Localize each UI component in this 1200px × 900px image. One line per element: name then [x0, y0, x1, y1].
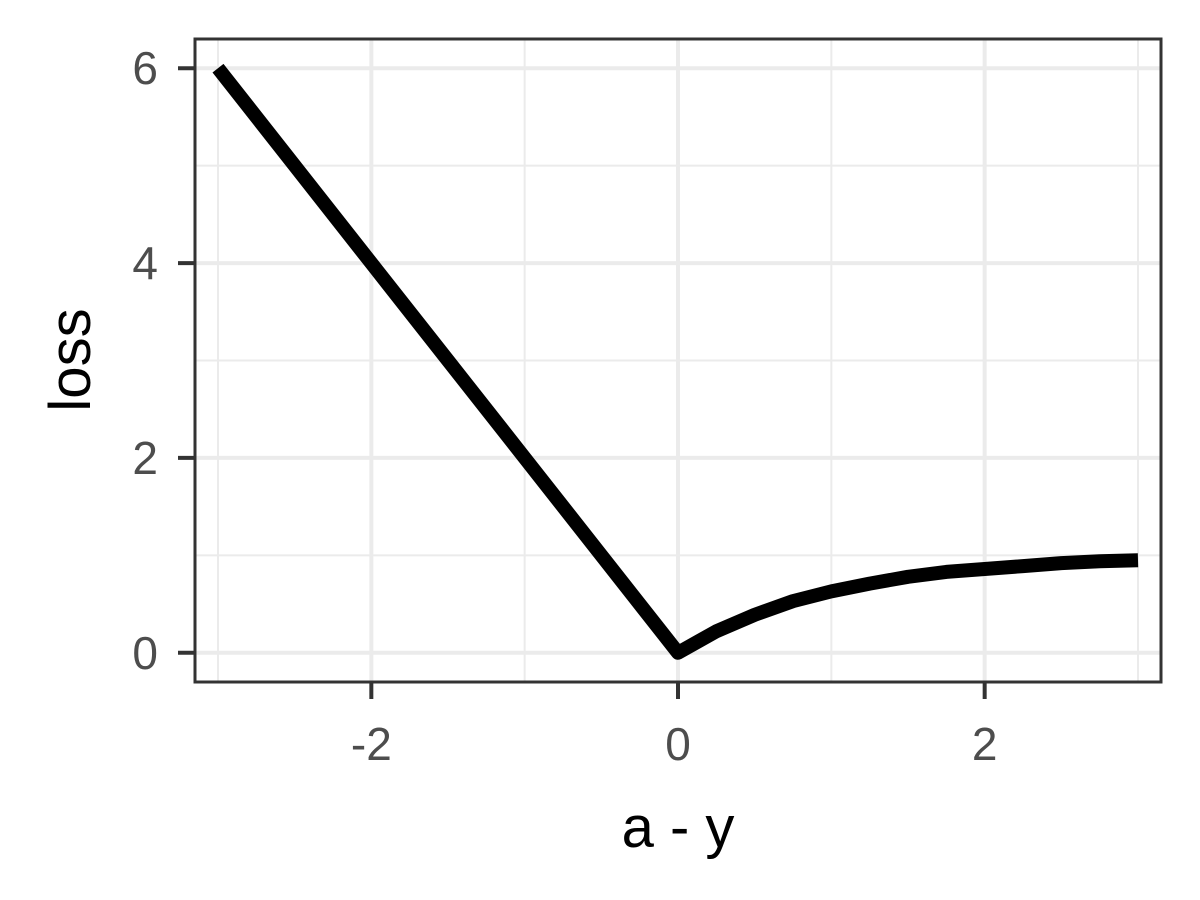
- x-tick-label: 0: [665, 718, 691, 770]
- tick-labels: -2 0 2 0 2 4 6: [132, 42, 997, 770]
- y-tick-label: 6: [132, 42, 158, 94]
- y-tick-label: 2: [132, 432, 158, 484]
- y-tick-label: 0: [132, 627, 158, 679]
- x-axis-title: a - y: [622, 795, 735, 860]
- x-tick-label: -2: [351, 718, 392, 770]
- loss-series-line: [212, 63, 1139, 660]
- y-tick-label: 4: [132, 237, 158, 289]
- x-tick-label: 2: [972, 718, 998, 770]
- axis-ticks: [178, 66, 987, 699]
- series-layer: [212, 63, 1139, 660]
- y-axis-title: loss: [38, 308, 103, 411]
